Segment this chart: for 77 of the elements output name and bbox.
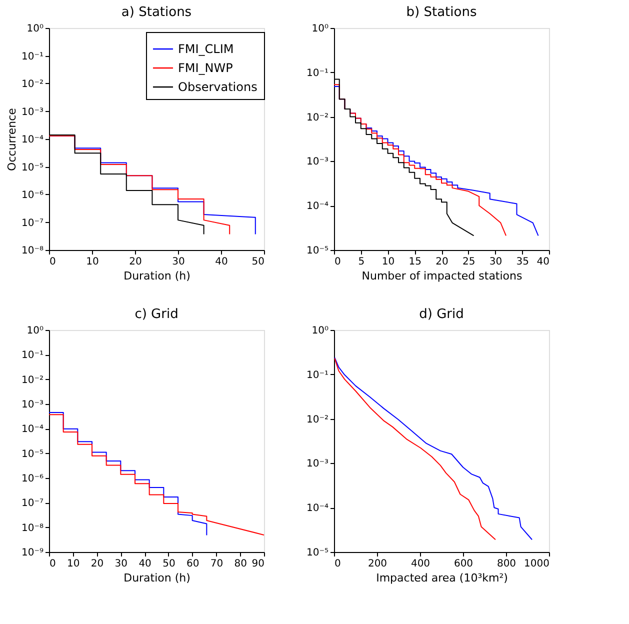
y-tick-label: 10⁰ — [26, 24, 44, 34]
y-tick-label: 10⁻³ — [306, 156, 328, 168]
x-tick-label: 30 — [489, 256, 502, 268]
y-tick-label: 10⁻³ — [21, 106, 44, 118]
y-tick-label: 10⁻² — [21, 79, 44, 90]
x-tick-label: 10 — [86, 256, 99, 268]
x-axis-title: Duration (h) — [124, 572, 190, 584]
x-tick-label: 60 — [186, 558, 200, 570]
x-tick-label: 90 — [252, 558, 264, 570]
legend-label: Observations — [178, 80, 258, 94]
y-tick-label: 10⁻⁶ — [21, 474, 44, 484]
y-tick-label: 10⁻⁷ — [21, 218, 44, 229]
chart-title: b) Stations — [406, 5, 477, 20]
y-tick-label: 10⁻⁴ — [21, 134, 44, 146]
x-tick-label: 10 — [382, 256, 395, 268]
y-tick-label: 10⁻² — [21, 374, 44, 386]
x-tick-label: 25 — [462, 256, 476, 268]
y-tick-label: 10⁻² — [306, 112, 328, 124]
y-tick-label: 10⁻⁸ — [21, 246, 44, 256]
y-tick-label: 10⁻⁶ — [21, 190, 44, 201]
x-tick-label: 15 — [408, 256, 422, 268]
x-tick-label: 30 — [114, 558, 128, 570]
x-tick-label: 800 — [496, 558, 516, 570]
y-tick-label: 10⁰ — [26, 326, 44, 336]
x-tick-label: 200 — [368, 558, 388, 570]
x-tick-label: 50 — [252, 256, 264, 268]
y-tick-label: 10⁻⁷ — [21, 498, 44, 510]
y-tick-label: 10⁻⁵ — [306, 246, 328, 256]
y-tick-label: 10⁻¹ — [21, 350, 44, 362]
x-tick-label: 40 — [536, 256, 550, 268]
x-tick-label: 10 — [67, 558, 80, 570]
y-tick-label: 10⁻² — [306, 414, 328, 426]
x-axis-title: Duration (h) — [124, 270, 190, 282]
y-tick-label: 10⁰ — [312, 326, 328, 336]
legend-label: FMI_NWP — [178, 61, 233, 75]
y-tick-label: 10⁻⁴ — [306, 503, 328, 514]
x-tick-label: 40 — [138, 558, 152, 570]
x-tick-label: 20 — [129, 256, 142, 268]
x-tick-label: 70 — [210, 558, 224, 570]
x-tick-label: 600 — [454, 558, 474, 570]
x-tick-label: 1000 — [524, 558, 550, 570]
chart-title: a) Stations — [121, 5, 192, 20]
x-tick-label: 5 — [358, 256, 365, 268]
y-tick-label: 10⁻⁸ — [21, 522, 44, 534]
y-tick-label: 10⁻⁹ — [21, 548, 44, 558]
y-tick-label: 10⁻³ — [306, 458, 328, 470]
y-tick-label: 10⁻¹ — [306, 370, 328, 381]
x-tick-label: 30 — [172, 256, 185, 268]
x-tick-label: 35 — [516, 256, 529, 268]
x-axis-title: Impacted area (10³km²) — [376, 572, 508, 584]
y-tick-label: 10⁻¹ — [306, 68, 328, 79]
y-tick-label: 10⁻¹ — [21, 51, 44, 62]
x-tick-label: 20 — [436, 256, 448, 268]
y-tick-label: 10⁰ — [312, 24, 328, 34]
y-tick-label: 10⁻⁵ — [21, 162, 44, 174]
y-tick-label: 10⁻⁴ — [21, 424, 44, 436]
y-tick-label: 10⁻⁵ — [306, 548, 328, 558]
x-tick-label: 50 — [162, 558, 176, 570]
x-tick-label: 20 — [90, 558, 104, 570]
x-tick-label: 0 — [334, 256, 341, 268]
x-tick-label: 0 — [50, 558, 56, 570]
x-tick-label: 40 — [215, 256, 228, 268]
line-series — [49, 414, 264, 536]
y-tick-label: 10⁻³ — [21, 400, 44, 410]
y-axis-title: Occurrence — [5, 108, 18, 171]
chart-title: c) Grid — [134, 307, 178, 322]
x-tick-label: 0 — [334, 558, 341, 570]
x-tick-label: 80 — [234, 558, 247, 570]
legend-label: FMI_CLIM — [178, 42, 234, 56]
chart-title: d) Grid — [419, 307, 464, 322]
x-tick-label: 0 — [50, 256, 56, 268]
x-axis-title: Number of impacted stations — [362, 270, 522, 282]
line-series — [334, 358, 496, 540]
line-series — [334, 357, 533, 540]
y-tick-label: 10⁻⁵ — [21, 448, 44, 460]
y-tick-label: 10⁻⁴ — [306, 201, 328, 212]
x-tick-label: 400 — [410, 558, 430, 570]
